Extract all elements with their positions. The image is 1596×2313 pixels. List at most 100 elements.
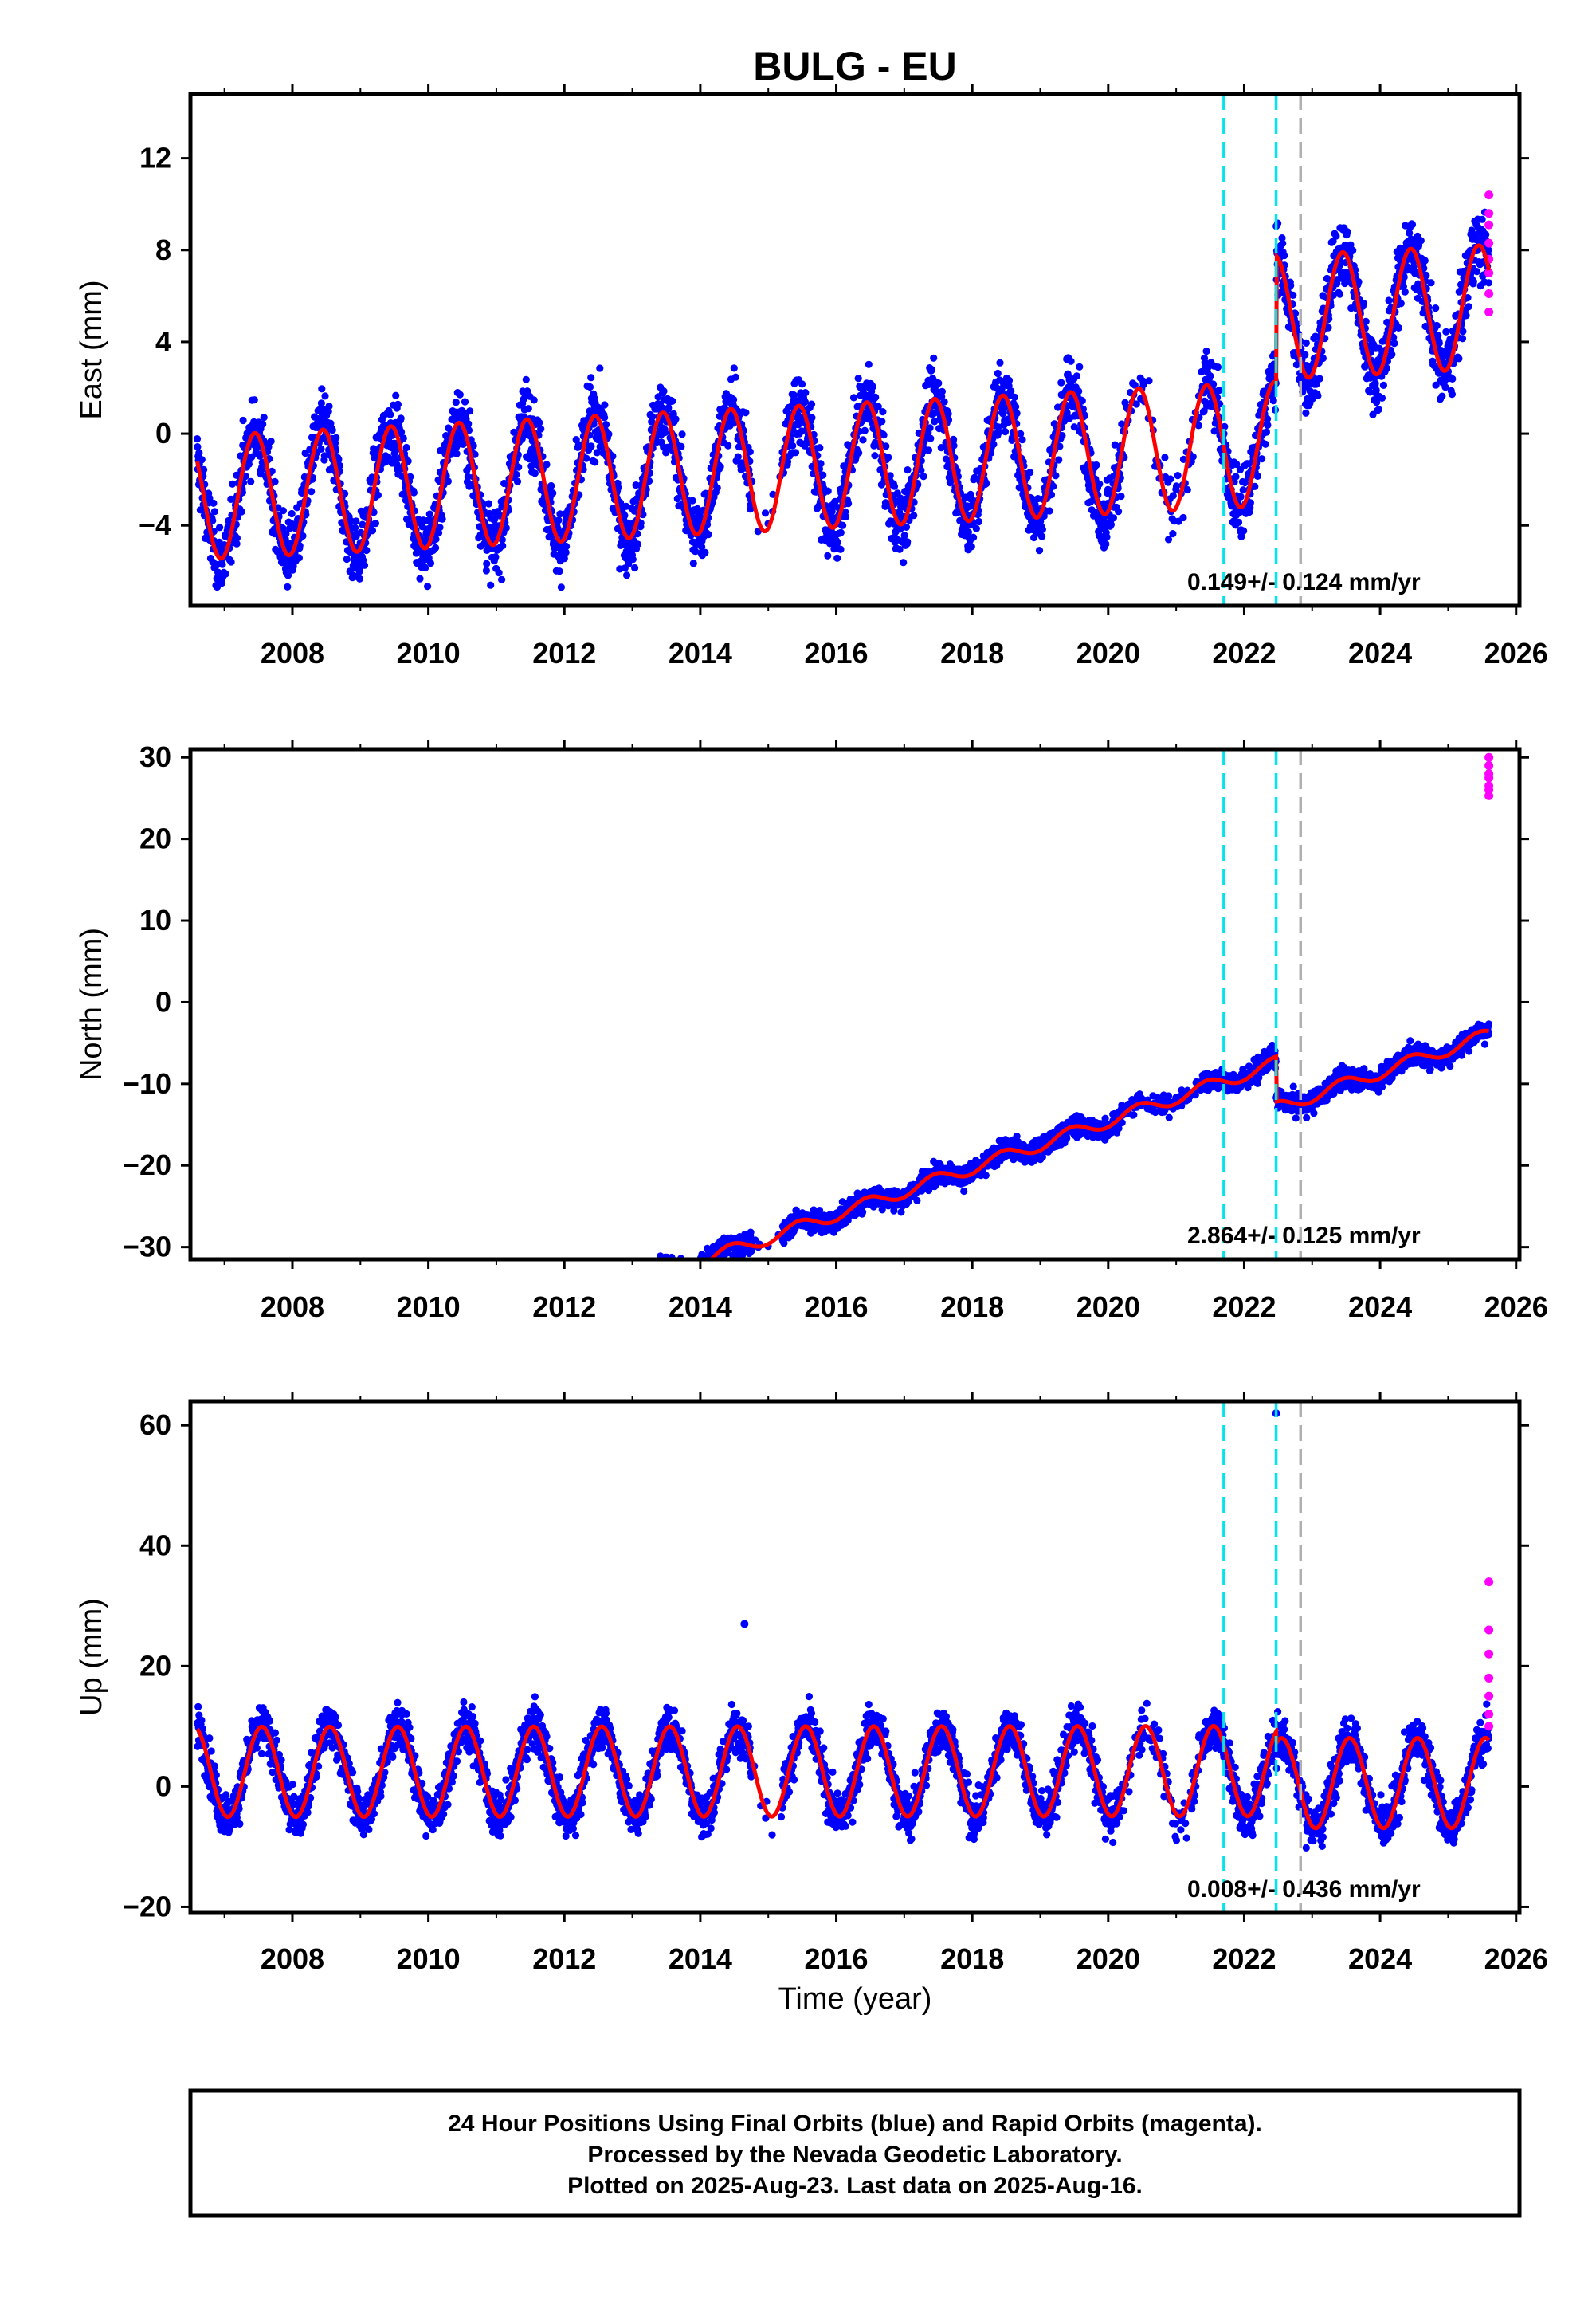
final-point xyxy=(423,1357,430,1365)
final-point xyxy=(208,1436,215,1443)
final-point xyxy=(323,1380,330,1387)
final-point xyxy=(354,1384,361,1392)
final-point xyxy=(337,1380,344,1387)
final-point xyxy=(593,449,601,457)
final-point xyxy=(1432,304,1440,312)
final-point xyxy=(400,1369,407,1376)
final-point xyxy=(306,1386,313,1393)
final-point xyxy=(872,393,880,401)
final-point xyxy=(367,1384,374,1391)
final-point xyxy=(1240,527,1248,535)
final-point xyxy=(408,1356,415,1363)
final-point xyxy=(393,1361,400,1368)
final-point xyxy=(206,1426,214,1433)
final-point xyxy=(950,442,958,450)
final-point xyxy=(269,1405,276,1412)
final-point xyxy=(476,1332,483,1339)
final-point xyxy=(330,1383,337,1390)
y-axis-label-east: East (mm) xyxy=(75,280,108,419)
final-point xyxy=(344,1378,351,1385)
final-point xyxy=(1472,268,1481,276)
final-point xyxy=(318,1381,325,1388)
final-point xyxy=(250,1408,257,1416)
final-point xyxy=(358,1376,365,1384)
final-point xyxy=(476,1337,484,1344)
final-point xyxy=(245,1406,252,1413)
final-point xyxy=(286,1412,293,1420)
final-point xyxy=(357,1386,364,1393)
final-point xyxy=(378,1367,386,1374)
final-point xyxy=(500,479,508,488)
x-tick-label: 2022 xyxy=(1212,637,1276,670)
final-point xyxy=(325,403,333,410)
final-point xyxy=(199,1435,206,1442)
final-point xyxy=(429,1353,437,1361)
final-point xyxy=(402,443,410,452)
final-point xyxy=(629,556,637,564)
final-point xyxy=(432,1357,439,1365)
final-point xyxy=(308,1382,316,1389)
final-point xyxy=(269,1406,276,1413)
final-point xyxy=(333,1380,340,1387)
final-point xyxy=(355,1376,363,1384)
final-point xyxy=(343,555,351,564)
final-point xyxy=(371,1371,378,1378)
final-point xyxy=(202,1428,209,1435)
final-point xyxy=(214,1420,221,1427)
final-point xyxy=(220,1425,227,1432)
final-point xyxy=(1289,291,1297,299)
final-point xyxy=(411,1358,418,1365)
final-point xyxy=(250,396,258,404)
final-point xyxy=(308,1392,315,1400)
final-point xyxy=(789,442,797,450)
final-point xyxy=(437,1356,444,1363)
final-point xyxy=(347,1385,355,1392)
final-point xyxy=(276,1406,283,1413)
final-point xyxy=(560,555,568,563)
final-point xyxy=(441,1342,449,1349)
final-point xyxy=(783,457,792,466)
final-point xyxy=(491,515,499,524)
final-point xyxy=(365,1386,372,1393)
final-point xyxy=(259,1405,266,1412)
final-point xyxy=(371,1384,378,1392)
final-point xyxy=(414,1355,421,1362)
rapid-point xyxy=(1484,209,1494,218)
final-point xyxy=(390,1354,397,1361)
final-point xyxy=(390,1358,398,1365)
final-point xyxy=(439,1352,446,1359)
final-point xyxy=(217,1430,224,1437)
final-point xyxy=(433,1345,441,1353)
final-point xyxy=(377,1360,384,1367)
final-point xyxy=(1465,303,1472,311)
final-point xyxy=(1319,354,1327,363)
final-point xyxy=(211,1431,218,1438)
final-point xyxy=(307,1384,314,1392)
final-point xyxy=(248,1405,255,1412)
final-point xyxy=(432,1353,439,1360)
final-point xyxy=(347,1386,355,1393)
final-point xyxy=(1385,296,1393,304)
final-point xyxy=(245,1412,252,1419)
final-point xyxy=(308,1386,316,1393)
final-point xyxy=(268,1413,275,1420)
final-point xyxy=(425,510,433,518)
final-point xyxy=(1343,228,1351,236)
final-point xyxy=(249,1410,256,1417)
final-point xyxy=(1464,294,1472,302)
final-point xyxy=(563,542,571,551)
final-point xyxy=(399,1353,406,1361)
final-point xyxy=(451,1329,458,1336)
final-point xyxy=(1292,361,1300,369)
final-point xyxy=(207,1419,214,1426)
final-point xyxy=(487,1333,494,1340)
final-point xyxy=(355,567,363,575)
final-point xyxy=(1482,230,1490,238)
final-point xyxy=(1035,547,1044,555)
final-point xyxy=(902,523,911,532)
final-point xyxy=(406,1355,414,1362)
final-point xyxy=(402,1354,409,1361)
final-point xyxy=(226,1424,233,1431)
final-point xyxy=(601,414,609,422)
final-point xyxy=(1462,312,1470,320)
